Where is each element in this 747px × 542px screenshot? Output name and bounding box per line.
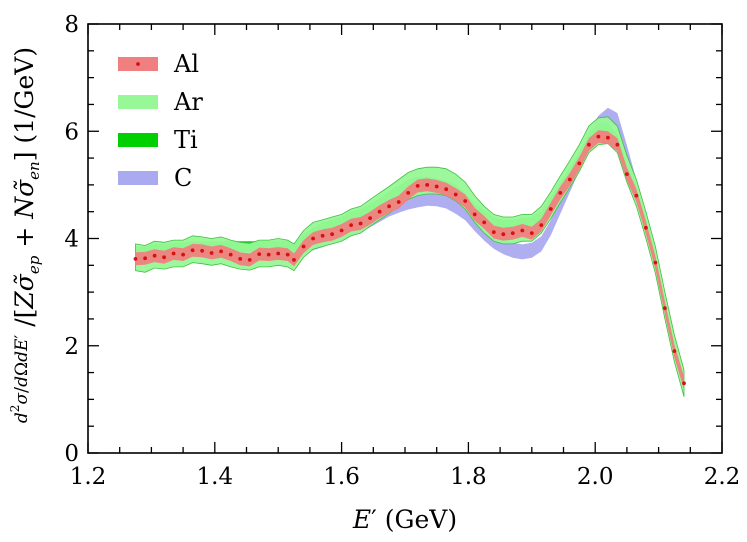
legend-item-ti: Ti [118, 126, 198, 154]
al-point [653, 260, 658, 265]
y-tick-label: 2 [64, 334, 79, 360]
al-point [682, 381, 686, 386]
al-point [463, 199, 468, 203]
al-point [510, 231, 515, 236]
al-point [482, 220, 487, 225]
al-point [238, 257, 243, 261]
legend-swatch [118, 95, 158, 109]
al-point [587, 142, 591, 147]
al-point [209, 251, 214, 255]
tick-labels: 1.2 1.4 1.6 1.8 2.0 2.2 0 2 4 6 8 [64, 12, 740, 490]
legend-swatch [118, 171, 158, 185]
al-point [276, 251, 281, 256]
al-point [349, 223, 353, 228]
y-tick-label: 6 [64, 119, 79, 145]
al-point [634, 193, 639, 198]
al-data-points [133, 134, 686, 386]
al-point [472, 212, 477, 217]
al-point [247, 258, 252, 262]
al-point [190, 248, 195, 253]
legend-label: C [174, 164, 192, 192]
al-point [529, 231, 534, 236]
al-point [672, 349, 677, 353]
al-point [285, 252, 290, 257]
al-point [396, 200, 401, 204]
al-point [444, 187, 449, 192]
axis-ticks [87, 23, 723, 454]
x-tick-label: 2.0 [577, 464, 614, 490]
legend-item-ar: Ar [118, 88, 203, 116]
al-point [257, 252, 262, 256]
al-point [200, 248, 205, 253]
legend: Al Ar Ti C [118, 50, 203, 192]
x-tick-label: 1.8 [450, 464, 487, 490]
x-tick-label: 1.4 [197, 464, 234, 490]
al-point [596, 134, 601, 139]
y-tick-label: 8 [64, 12, 79, 38]
al-point [266, 252, 271, 257]
al-point [453, 192, 458, 197]
al-point [491, 230, 496, 235]
al-point [548, 207, 553, 211]
al-point [219, 249, 224, 254]
x-tick-label: 1.2 [70, 464, 107, 490]
y-axis-label: d2σ/dΩdE′ /[Zσ̃ep + Nσ̃en] (1/GeV) [8, 47, 43, 423]
al-point [567, 177, 572, 182]
svg-text:d2σ/dΩdE′ /[Zσ̃ep + Nσ̃en] (1/: d2σ/dΩdE′ /[Zσ̃ep + Nσ̃en] (1/GeV) [8, 47, 43, 423]
series-bands [135, 107, 685, 397]
legend-item-al: Al [118, 50, 199, 78]
legend-marker [136, 62, 140, 66]
al-point [143, 256, 148, 261]
al-point [152, 253, 157, 258]
al-point [615, 142, 620, 147]
al-point [425, 183, 430, 187]
x-tick-label: 1.6 [323, 464, 360, 490]
al-point [606, 135, 610, 140]
al-point [520, 228, 525, 233]
al-point [320, 233, 325, 238]
x-tick-label: 2.2 [704, 464, 741, 490]
legend-label: Ti [174, 126, 198, 154]
y-tick-label: 0 [64, 441, 79, 467]
legend-swatch [118, 133, 158, 147]
al-point [133, 257, 138, 261]
al-point [171, 251, 176, 256]
al-point [301, 244, 306, 249]
al-point [377, 209, 382, 214]
al-point [558, 191, 563, 195]
legend-item-c: C [118, 164, 192, 192]
band-al [135, 130, 684, 390]
legend-label: Ar [173, 88, 203, 116]
al-point [368, 216, 372, 221]
al-point [501, 232, 506, 237]
x-axis-label: E′ (GeV) [352, 505, 457, 534]
al-point [387, 204, 391, 209]
y-tick-label: 4 [64, 227, 79, 253]
al-point [415, 184, 420, 188]
al-point [339, 228, 344, 233]
al-point [644, 225, 648, 230]
legend-label: Al [173, 50, 199, 78]
al-point [228, 252, 233, 257]
al-point [539, 223, 544, 228]
al-point [162, 255, 167, 260]
al-point [406, 191, 411, 195]
al-point [434, 184, 439, 189]
al-point [358, 221, 363, 226]
al-point [663, 306, 667, 311]
al-point [311, 236, 315, 241]
al-point [292, 258, 296, 262]
al-point [577, 161, 582, 166]
al-point [330, 232, 334, 237]
al-point [625, 172, 629, 177]
al-point [181, 252, 186, 257]
